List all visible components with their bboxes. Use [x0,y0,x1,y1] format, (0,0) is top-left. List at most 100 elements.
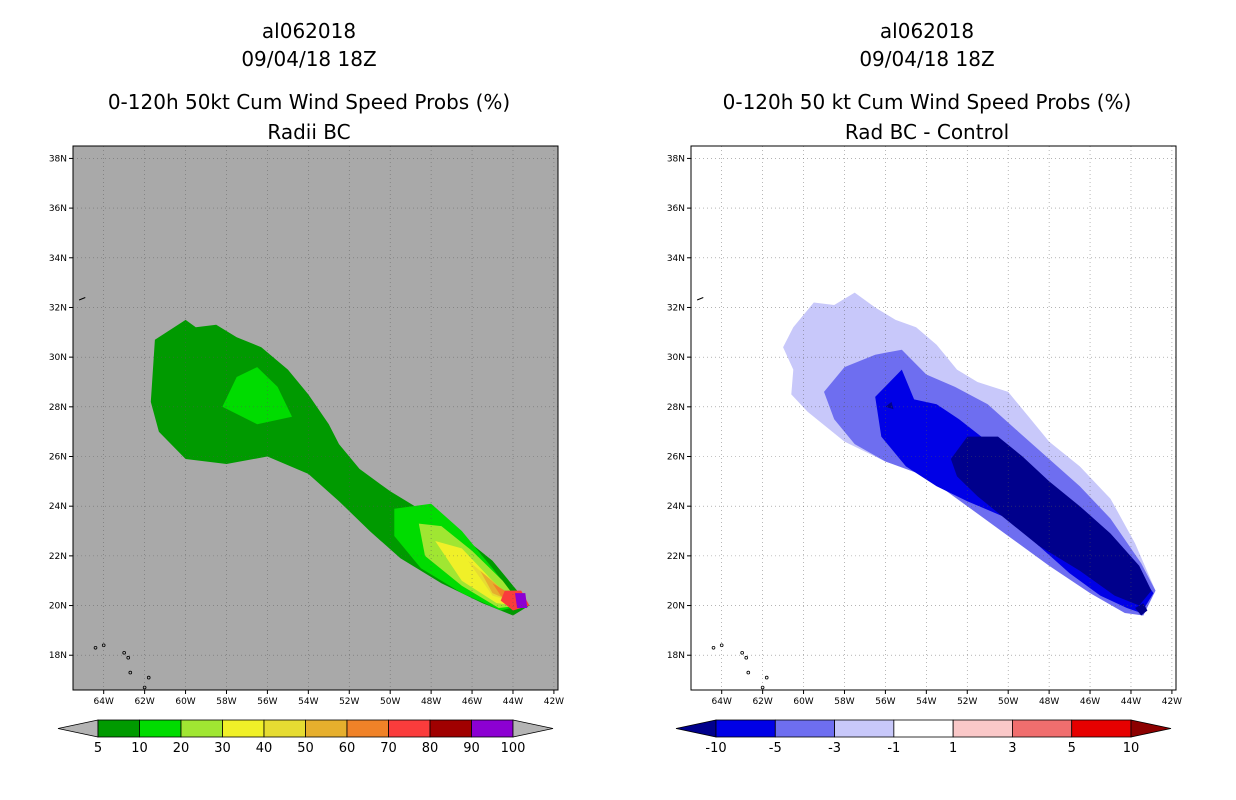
left-storm-id: al062018 [262,19,356,43]
left-colorbar-label: 40 [256,741,273,756]
left-colorbar-label: 80 [422,741,439,756]
right-island-3 [744,655,749,660]
right-colorbar-swatch [715,719,776,738]
right-date: 09/04/18 18Z [859,47,994,71]
left-xtick-label: 56W [257,697,277,707]
right-panel: al062018 09/04/18 18Z 0-120h 50 kt Cum W… [667,19,1182,756]
right-colorbar-swatch [1071,719,1132,738]
left-xtick-label: 44W [503,697,523,707]
left-colorbar-label: 60 [339,741,356,756]
left-xtick-label: 54W [298,697,318,707]
left-xtick-label: 60W [175,697,195,707]
left-subtitle: Radii BC [267,120,350,144]
right-xtick-label: 48W [1039,697,1059,707]
left-ytick-label: 36N [49,204,67,214]
right-xtick-label: 46W [1080,697,1100,707]
right-colorbar-swatch [893,719,954,738]
left-colorbar-swatch [429,719,472,738]
right-ytick-label: 20N [667,602,685,612]
right-xtick-label: 50W [998,697,1018,707]
right-ytick-label: 30N [667,353,685,363]
left-colorbar-swatch [222,719,265,738]
right-xtick-label: 62W [752,697,772,707]
left-ytick-label: 22N [49,552,67,562]
left-date: 09/04/18 18Z [241,47,376,71]
right-island-7 [774,706,777,709]
left-xtick-label: 46W [462,697,482,707]
left-xtick-label: 48W [421,697,441,707]
right-island-5 [764,675,769,680]
left-bermuda [78,297,86,301]
left-island-7 [156,706,159,709]
right-xtick-label: 52W [957,697,977,707]
left-ytick-label: 26N [49,453,67,463]
right-colorbar-under [675,719,717,738]
right-ytick-label: 38N [667,154,685,164]
right-colorbar-label: -3 [828,741,841,756]
left-xtick-label: 64W [94,697,114,707]
right-ytick-label: 22N [667,552,685,562]
left-contour-90-9 [515,593,528,608]
right-ytick-label: 24N [667,502,685,512]
left-island-4 [128,670,133,675]
right-contour-layer [696,292,1156,709]
left-colorbar-label: 70 [380,741,397,756]
left-ytick-label: 20N [49,602,67,612]
right-colorbar-over [1130,719,1172,738]
right-xtick-label: 58W [834,697,854,707]
left-colorbar-label: 50 [297,741,314,756]
left-island-0 [93,645,98,650]
left-island-2 [122,650,126,655]
right-colorbar-swatch [952,719,1013,738]
left-ytick-label: 28N [49,403,67,413]
right-contour--10-3 [950,436,1152,606]
right-ytick-label: 34N [667,254,685,264]
left-map-frame [72,145,559,691]
left-xtick-label: 62W [134,697,154,707]
right-xtick-label: 54W [916,697,936,707]
right-colorbar-label: 3 [1008,741,1016,756]
left-colorbar-swatch [346,719,389,738]
left-colorbar-swatch [471,719,514,738]
left-colorbar-swatch [180,719,223,738]
right-colorbar-swatch [834,719,895,738]
left-island-3 [126,655,131,660]
right-ytick-label: 26N [667,453,685,463]
left-xtick-label: 50W [380,697,400,707]
right-island-2 [740,650,744,655]
left-colorbar-label: 5 [94,741,102,756]
right-xtick-label: 64W [712,697,732,707]
right-colorbar-label: 5 [1068,741,1076,756]
left-colorbar-swatch [263,719,306,738]
left-xtick-label: 42W [544,697,564,707]
left-island-5 [146,675,151,680]
left-colorbar-label: 30 [214,741,231,756]
left-panel: al062018 09/04/18 18Z 0-120h 50kt Cum Wi… [49,19,564,756]
right-storm-id: al062018 [880,19,974,43]
right-colorbar: -10 -5 -3 -1 1 3 5 10 [675,719,1172,756]
left-ytick-label: 18N [49,651,67,661]
left-colorbar-label: 10 [131,741,148,756]
left-title: 0-120h 50kt Cum Wind Speed Probs (%) [108,90,510,114]
right-ytick-label: 36N [667,204,685,214]
right-bermuda [696,297,704,301]
right-colorbar-label: 10 [1123,741,1140,756]
right-island-0 [711,645,716,650]
left-ytick-label: 24N [49,502,67,512]
left-colorbar-swatch [139,719,182,738]
left-colorbar-swatch [97,719,140,738]
right-contour--10-4 [1135,603,1148,616]
left-contour-10-1 [222,367,292,425]
left-colorbar-under [57,719,99,738]
left-xtick-label: 58W [216,697,236,707]
left-colorbar-swatch [305,719,348,738]
left-colorbar-label: 20 [173,741,190,756]
left-map: 64W 62W 60W 58W 56W 54W 52W 50W 48W 46W 44W 42W 18N 2… [49,145,564,709]
right-map-frame [690,145,1177,691]
right-subtitle: Rad BC - Control [845,120,1009,144]
right-xtick-label: 60W [793,697,813,707]
right-xtick-label: 56W [875,697,895,707]
left-colorbar: 5 10 20 30 40 50 60 70 80 90 100 [57,719,554,756]
left-ytick-label: 34N [49,254,67,264]
